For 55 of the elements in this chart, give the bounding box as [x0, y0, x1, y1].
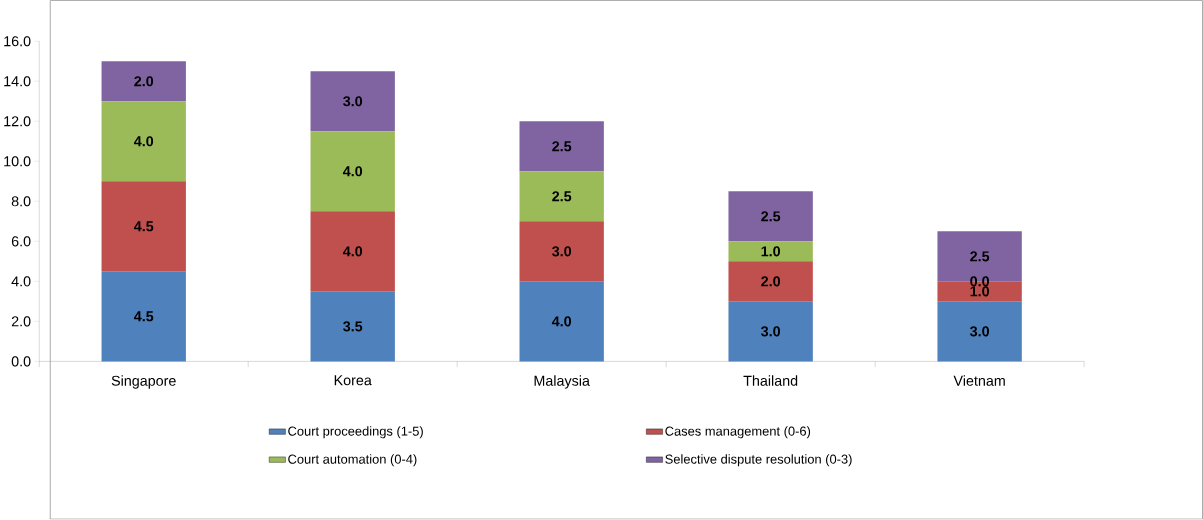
- data-label: 3.0: [761, 326, 781, 337]
- data-label: 3.0: [552, 246, 572, 257]
- data-label: 3.0: [343, 96, 363, 107]
- bar: [101, 181, 186, 272]
- legend-label: Cases management (0-6): [665, 426, 811, 439]
- bar: [101, 61, 186, 102]
- data-label: 4.0: [133, 136, 154, 147]
- data-label: 2.5: [761, 211, 781, 222]
- bar: [519, 221, 604, 282]
- bar: [519, 121, 604, 172]
- bar: [101, 101, 186, 182]
- y-tick-label: 16.0: [4, 36, 31, 47]
- y-tick-label: 12.0: [4, 116, 31, 127]
- bar: [728, 301, 813, 362]
- legend-label: Court proceedings (1-5): [288, 426, 423, 439]
- data-label: 2.0: [134, 76, 154, 87]
- x-tick-label: Vietnam: [953, 375, 1005, 387]
- data-label: 0.0: [970, 276, 989, 287]
- bar: [310, 291, 395, 362]
- bar: [519, 281, 604, 362]
- y-tick-label: 0.0: [11, 356, 31, 367]
- bar: [310, 211, 395, 292]
- x-tick-label: Singapore: [111, 375, 176, 389]
- data-label: 2.0: [761, 276, 781, 287]
- y-tick-label: 14.0: [4, 76, 31, 87]
- data-label: 2.5: [552, 141, 572, 152]
- data-label: 1.0: [761, 246, 781, 257]
- bar: [519, 171, 604, 222]
- x-tick-label: Malaysia: [534, 375, 590, 389]
- y-tick-label: 8.0: [11, 196, 31, 207]
- bar: [728, 241, 813, 262]
- legend-label: Court automation (0-4): [288, 454, 417, 467]
- data-label: 4.5: [133, 221, 154, 232]
- y-tick-label: 6.0: [11, 236, 31, 247]
- bar: [101, 271, 186, 362]
- x-tick-label: Thailand: [743, 375, 798, 387]
- data-label: 3.0: [970, 326, 989, 337]
- y-tick-label: 4.0: [11, 276, 31, 287]
- data-label: 2.5: [970, 251, 990, 262]
- data-label: 2.5: [552, 191, 572, 202]
- data-label: 4.5: [133, 311, 154, 322]
- data-label: 4.0: [551, 316, 572, 327]
- data-label: 4.0: [342, 246, 363, 257]
- bar: [310, 131, 395, 212]
- y-tick-label: 10.0: [4, 156, 31, 167]
- bar: [937, 301, 1022, 362]
- y-tick-label: 2.0: [11, 316, 31, 327]
- data-label: 3.5: [343, 321, 363, 332]
- data-label: 1.0: [970, 286, 989, 297]
- x-tick-label: Korea: [334, 375, 372, 386]
- bar: [728, 191, 813, 242]
- data-label: 4.0: [342, 166, 363, 177]
- legend-label: Selective dispute resolution (0-3): [665, 454, 852, 467]
- bar: [310, 71, 395, 132]
- bar: [728, 261, 813, 302]
